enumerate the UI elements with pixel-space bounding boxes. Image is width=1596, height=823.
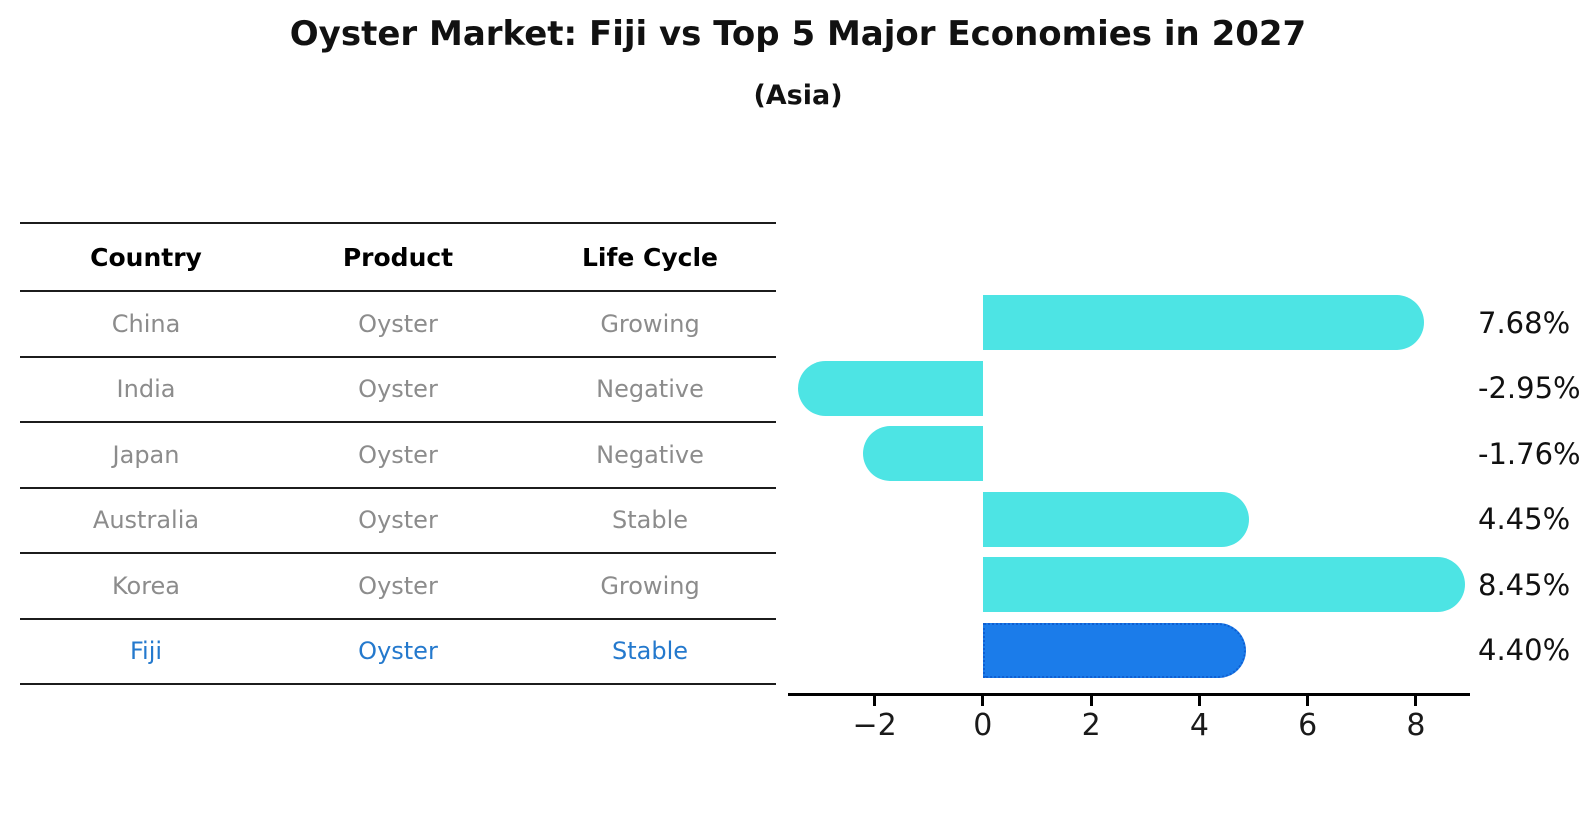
table-header-row: Country Product Life Cycle xyxy=(20,224,776,292)
bar-china xyxy=(982,295,1424,351)
bar-value-label-korea: 8.45% xyxy=(1478,567,1571,602)
x-tick-label: −2 xyxy=(852,708,897,743)
table-cell-product: Oyster xyxy=(358,637,438,666)
country-table: Country Product Life Cycle China Oyster Grow… xyxy=(20,222,776,685)
table-cell-life-cycle: Growing xyxy=(600,309,700,338)
x-tick-mark xyxy=(1089,696,1093,706)
x-tick-label: 8 xyxy=(1406,708,1426,743)
table-row-australia: Australia Oyster Stable xyxy=(20,489,776,554)
bar-korea xyxy=(982,557,1466,613)
table-header-cell-country: Country xyxy=(90,242,202,272)
x-axis-line xyxy=(788,693,1470,696)
chart-title: Oyster Market: Fiji vs Top 5 Major Econo… xyxy=(289,14,1307,54)
bar-india xyxy=(798,360,983,416)
chart-subtitle: (Asia) xyxy=(753,80,843,111)
table-cell-country: China xyxy=(111,309,181,338)
x-tick-label: 0 xyxy=(973,708,993,743)
table-cell-country: Japan xyxy=(112,440,180,469)
x-tick-mark xyxy=(873,696,877,706)
table-cell-country: Korea xyxy=(111,571,181,600)
table-cell-product: Oyster xyxy=(358,309,438,338)
table-body: China Oyster Growing India Oyster Negative Jap… xyxy=(20,292,776,685)
x-tick-mark xyxy=(1197,696,1201,706)
bar-value-label-china: 7.68% xyxy=(1478,305,1571,340)
x-tick-label: 4 xyxy=(1189,708,1209,743)
table-cell-country: India xyxy=(116,375,176,404)
table-cell-life-cycle: Stable xyxy=(611,637,689,666)
table-cell-life-cycle: Growing xyxy=(600,571,700,600)
bar-value-label-fiji: 4.40% xyxy=(1478,633,1571,668)
table-cell-country: Australia xyxy=(92,506,200,535)
x-tick-label: 6 xyxy=(1298,708,1318,743)
bar-value-label-india: -2.95% xyxy=(1478,371,1581,406)
table-cell-product: Oyster xyxy=(358,375,438,404)
table-cell-product: Oyster xyxy=(358,571,438,600)
x-tick-mark xyxy=(981,696,985,706)
bar-value-label-japan: -1.76% xyxy=(1478,436,1581,471)
table-row-china: China Oyster Growing xyxy=(20,292,776,358)
bar-value-label-australia: 4.45% xyxy=(1478,502,1571,537)
table-cell-life-cycle: Stable xyxy=(611,506,689,535)
x-tick-label: 2 xyxy=(1081,708,1101,743)
x-tick-mark xyxy=(1414,696,1418,706)
table-header-cell-product: Product xyxy=(342,242,454,272)
table-header-cell-life-cycle: Life Cycle xyxy=(581,242,719,272)
table-cell-product: Oyster xyxy=(358,506,438,535)
table-cell-country: Fiji xyxy=(129,637,163,666)
table-row-japan: Japan Oyster Negative xyxy=(20,423,776,489)
table-row-india: India Oyster Negative xyxy=(20,358,776,423)
table-row-korea: Korea Oyster Growing xyxy=(20,554,776,620)
bar-japan xyxy=(862,426,983,482)
table-row-fiji: Fiji Oyster Stable xyxy=(20,620,776,685)
table-cell-life-cycle: Negative xyxy=(596,375,704,404)
bar-australia xyxy=(982,491,1249,547)
table-cell-product: Oyster xyxy=(358,440,438,469)
table-cell-life-cycle: Negative xyxy=(596,440,704,469)
x-tick-mark xyxy=(1306,696,1310,706)
bar-fiji xyxy=(982,622,1246,678)
